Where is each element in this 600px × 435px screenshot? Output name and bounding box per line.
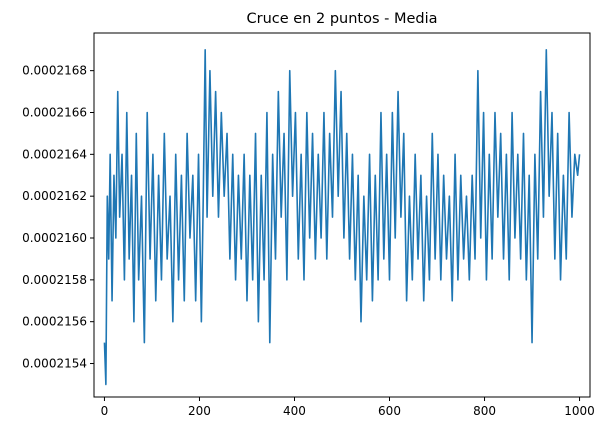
series-line-0: [103, 48, 581, 386]
y-tick-label-6: 0.0002166: [22, 105, 87, 119]
x-tick-label-1: 200: [188, 404, 211, 418]
x-tick-label-5: 1000: [564, 404, 595, 418]
plot-area: [103, 48, 581, 386]
y-tick-label-5: 0.0002164: [22, 147, 87, 161]
y-tick-label-0: 0.0002154: [22, 357, 87, 371]
y-tick-label-2: 0.0002158: [22, 273, 87, 287]
x-tick-label-4: 800: [473, 404, 496, 418]
y-tick-label-4: 0.0002162: [22, 189, 87, 203]
x-tick-label-2: 400: [283, 404, 306, 418]
chart-title: Cruce en 2 puntos - Media: [246, 11, 437, 27]
axes-frame: [93, 32, 591, 398]
x-tick-label-0: 0: [101, 404, 109, 418]
y-tick-label-3: 0.0002160: [22, 231, 87, 245]
y-tick-label-1: 0.0002156: [22, 315, 87, 329]
x-tick-label-3: 600: [378, 404, 401, 418]
y-tick-label-7: 0.0002168: [22, 64, 87, 78]
x-axis: 0 200 400 600 800 1000: [101, 397, 595, 418]
y-axis: 0.0002154 0.0002156 0.0002158 0.0002160 0.00…: [22, 64, 94, 371]
